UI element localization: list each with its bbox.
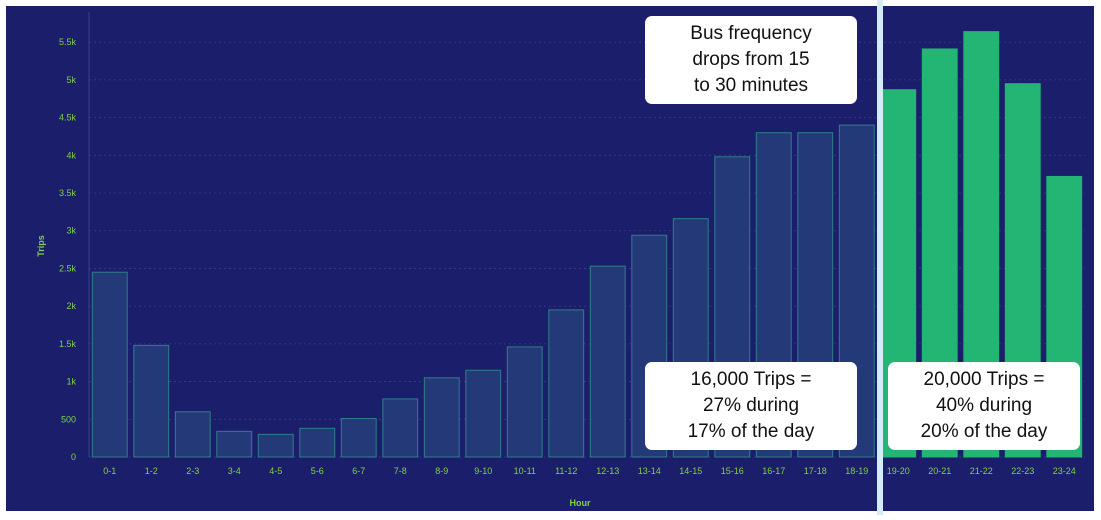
x-tick-label: 9-10 <box>474 466 492 476</box>
y-tick-label: 5.5k <box>59 37 77 47</box>
bar-12-13 <box>589 265 626 458</box>
bar-0-1 <box>91 271 128 458</box>
x-tick-label: 23-24 <box>1053 466 1076 476</box>
callout-box <box>645 16 857 104</box>
x-tick-label: 14-15 <box>679 466 702 476</box>
x-tick-label: 19-20 <box>887 466 910 476</box>
callout-line: drops from 15 <box>692 49 809 70</box>
bar-6-7 <box>340 418 377 458</box>
x-axis-title: Hour <box>570 498 591 508</box>
bar-11-12 <box>548 309 585 458</box>
bar-3-4 <box>216 430 253 458</box>
callouts: Bus frequency drops from 15 to 30 minutes 1… <box>645 16 1080 450</box>
y-tick-label: 4k <box>66 150 76 160</box>
x-tick-label: 22-23 <box>1011 466 1034 476</box>
callout-day-share: 16,000 Trips = 27% during 17% of the day <box>645 362 857 450</box>
x-tick-label: 13-14 <box>638 466 661 476</box>
callout-night-share: 20,000 Trips = 40% during 20% of the day <box>888 362 1080 450</box>
callout-box <box>888 362 1080 450</box>
x-tick-label: 10-11 <box>514 466 536 476</box>
y-tick-label: 3k <box>66 226 76 236</box>
callout-line: 27% during <box>703 395 799 416</box>
y-tick-label: 5k <box>66 75 76 85</box>
y-tick-label: 1.5k <box>59 339 77 349</box>
bar-1-2 <box>133 344 170 458</box>
bar-10-11 <box>506 346 543 458</box>
callout-frequency: Bus frequency drops from 15 to 30 minutes <box>645 16 857 104</box>
callout-line: 40% during <box>936 395 1032 416</box>
x-tick-label: 6-7 <box>352 466 365 476</box>
x-tick-label: 15-16 <box>721 466 744 476</box>
x-tick-label: 2-3 <box>186 466 199 476</box>
bar-8-9 <box>423 377 460 458</box>
bar-9-10 <box>465 369 502 458</box>
callout-line: 20% of the day <box>921 421 1048 442</box>
callout-line: 20,000 Trips = <box>924 369 1045 390</box>
y-tick-label: 2.5k <box>59 263 77 273</box>
x-tick-label: 16-17 <box>762 466 785 476</box>
y-tick-label: 1k <box>66 377 76 387</box>
callout-line: Bus frequency <box>690 23 812 44</box>
callout-line: 16,000 Trips = <box>691 369 812 390</box>
y-tick-label: 4.5k <box>59 113 77 123</box>
bar-7-8 <box>382 398 419 458</box>
x-tick-label: 7-8 <box>394 466 407 476</box>
x-tick-label: 3-4 <box>228 466 241 476</box>
bar-5-6 <box>299 427 336 458</box>
callout-line: to 30 minutes <box>694 75 808 96</box>
callout-line: 17% of the day <box>688 421 815 442</box>
x-tick-label: 12-13 <box>596 466 619 476</box>
x-tick-label: 21-22 <box>970 466 993 476</box>
x-tick-label: 0-1 <box>103 466 116 476</box>
grid <box>88 12 1085 458</box>
y-tick-label: 2k <box>66 301 76 311</box>
x-tick-label: 17-18 <box>804 466 827 476</box>
x-tick-label: 4-5 <box>269 466 282 476</box>
y-tick-label: 3.5k <box>59 188 77 198</box>
y-tick-label: 0 <box>71 452 76 462</box>
y-tick-label: 500 <box>61 414 76 424</box>
x-tick-label: 1-2 <box>145 466 158 476</box>
x-tick-labels: 0-1 1-2 2-3 3-4 4-5 5-6 6-7 7-8 8-9 9-10 10-11 11-1… <box>103 466 1076 476</box>
y-tick-labels: 0 500 1k 1.5k 2k 2.5k 3k 3.5k 4k 4.5k 5k 5.5k <box>59 37 77 462</box>
y-axis-title: Trips <box>36 235 46 257</box>
x-tick-label: 8-9 <box>435 466 448 476</box>
x-tick-label: 11-12 <box>555 466 577 476</box>
bar-2-3 <box>174 411 211 458</box>
x-tick-label: 18-19 <box>845 466 868 476</box>
callout-box <box>645 362 857 450</box>
bar-4-5 <box>257 433 294 458</box>
x-tick-label: 20-21 <box>928 466 951 476</box>
x-tick-label: 5-6 <box>311 466 324 476</box>
